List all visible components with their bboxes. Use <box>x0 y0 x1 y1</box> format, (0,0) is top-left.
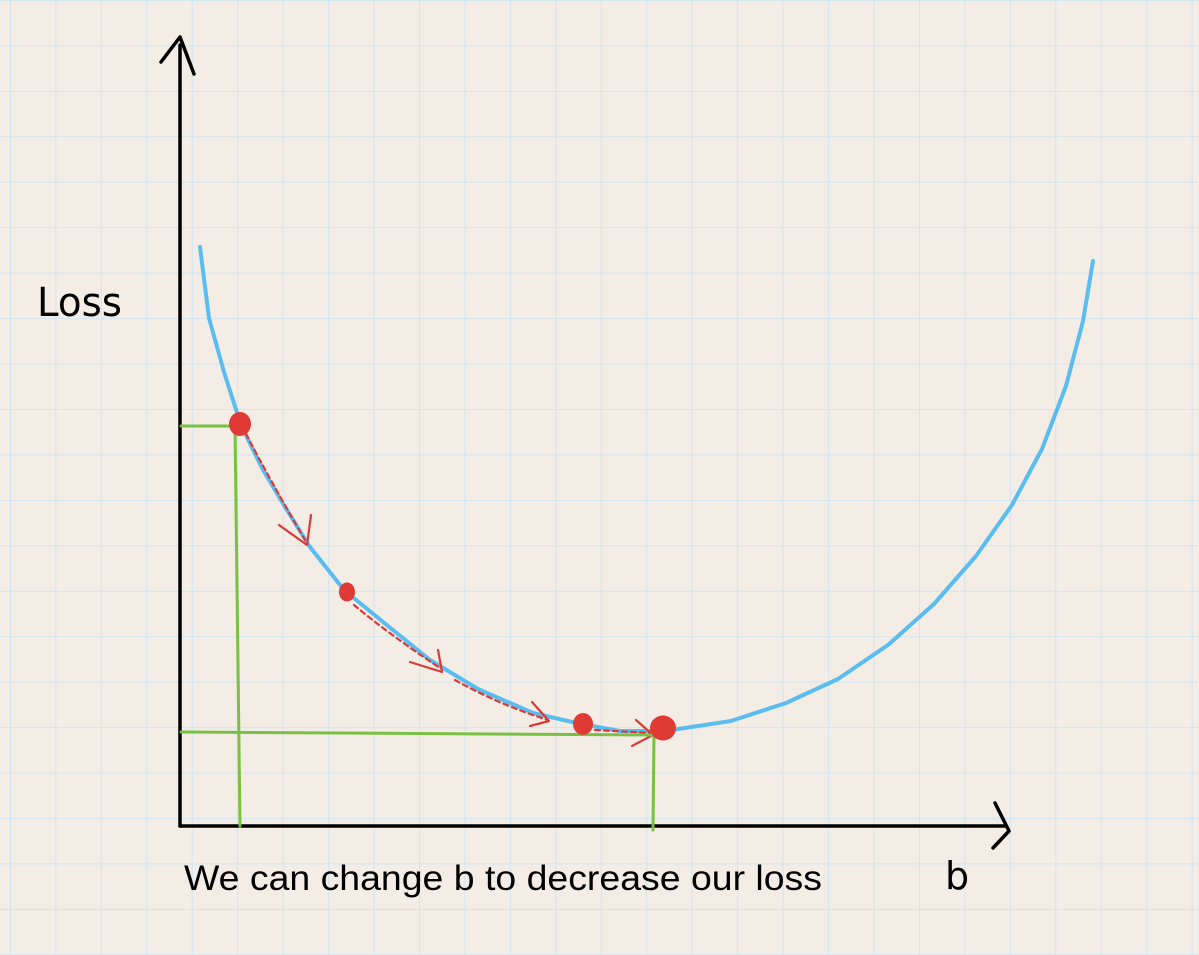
x-axis-arrowhead <box>991 801 1011 850</box>
y-axis-arrowhead <box>159 35 196 76</box>
step-arrow-2 <box>352 603 442 670</box>
step-arrow-1 <box>244 432 307 542</box>
point-minimum <box>650 715 676 741</box>
axes <box>159 35 1011 850</box>
point-start <box>229 412 251 436</box>
gradient-steps <box>244 432 655 748</box>
point-step-1 <box>339 582 355 602</box>
minimum-loss-guide <box>179 730 658 737</box>
initial-b-guide <box>233 424 242 828</box>
step-arrow-2-head <box>408 648 444 674</box>
caption: We can change b to decrease our loss <box>184 859 822 898</box>
step-arrow-3 <box>453 678 550 722</box>
optimal-b-guide <box>651 733 656 832</box>
step-arrow-3-head <box>528 700 551 728</box>
descent-points <box>229 412 676 741</box>
step-arrow-4 <box>593 728 654 735</box>
loss-curve <box>198 245 1095 733</box>
x-axis-label: b <box>945 854 969 898</box>
step-arrow-1-head <box>277 513 313 547</box>
y-axis-label: Loss <box>37 280 122 326</box>
point-step-2 <box>573 713 593 735</box>
